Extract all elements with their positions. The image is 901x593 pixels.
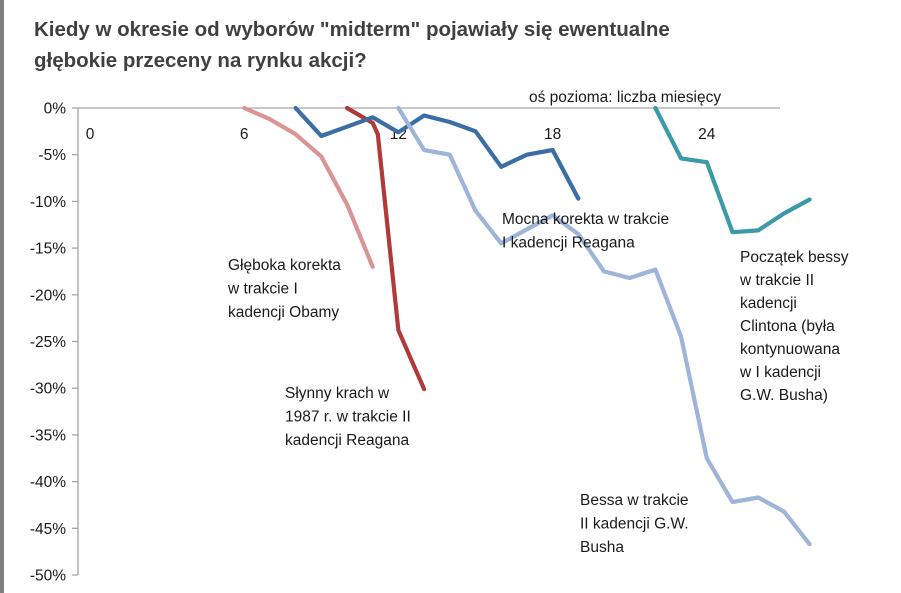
- annotation-obama: Głęboka korekta w trakcie I kadencji Obamy: [227, 257, 341, 321]
- y-tick-label: -5%: [38, 147, 66, 164]
- y-tick-label: -20%: [30, 287, 66, 304]
- annotation-line: 1987 r. w trakcie II: [285, 409, 411, 426]
- annotation-line: II kadencji G.W.: [580, 516, 689, 533]
- x-tick-label: 18: [544, 126, 561, 143]
- x-tick-label: 0: [86, 126, 95, 143]
- annotation-line: G.W. Busha): [740, 387, 828, 404]
- annotation-line: I kadencji Reagana: [502, 235, 635, 252]
- annotation-bush: Bessa w trakcie II kadencji G.W. Busha: [580, 492, 689, 556]
- annotation-line: Głęboka korekta: [228, 257, 341, 274]
- annotation-line: Mocna korekta w trakcie: [502, 211, 669, 228]
- annotation-line: Początek bessy: [740, 249, 849, 266]
- annotation-line: Słynny krach w: [285, 385, 390, 402]
- annotation-line: Bessa w trakcie: [580, 492, 689, 509]
- chart-title-line-1: Kiedy w okresie od wyborów "midterm" poj…: [34, 18, 670, 41]
- series-line-reagan_crash: [344, 105, 427, 392]
- series-lines: [242, 105, 812, 547]
- annotation-line: kadencji: [740, 295, 797, 312]
- axes: 0% -5% -10% -15% -20% -25% -30% -35% -40% -45% -50…: [30, 89, 780, 585]
- y-tick-label: -45%: [30, 521, 66, 538]
- y-tick-label: -40%: [30, 474, 66, 491]
- series-line-bush: [396, 105, 812, 547]
- annotation-reagan_crash: Słynny krach w 1987 r. w trakcie II kadenc…: [285, 385, 411, 449]
- annotation-line: w trakcie I: [227, 281, 298, 298]
- series-line-reagan_correction: [293, 105, 581, 201]
- series-line-clinton: [653, 105, 812, 235]
- annotation-reagan_correction: Mocna korekta w trakcie I kadencji Reagan…: [502, 211, 669, 252]
- annotation-line: kontynuowana: [740, 341, 840, 358]
- series-line-obama: [242, 105, 375, 269]
- annotation-line: kadencji Obamy: [228, 304, 339, 321]
- annotation-line: w I kadencji: [739, 364, 821, 381]
- y-tick-label: 0%: [44, 101, 67, 118]
- annotation-line: kadencji Reagana: [285, 432, 409, 449]
- y-tick-label: -25%: [30, 334, 66, 351]
- annotation-line: w trakcie II: [739, 272, 814, 289]
- chart-title-line-2: głębokie przeceny na rynku akcji?: [34, 49, 367, 72]
- x-tick-label: 24: [698, 126, 716, 143]
- annotation-line: Clintona (była: [740, 318, 835, 335]
- y-tick-label: -50%: [30, 568, 66, 585]
- x-axis-title: oś pozioma: liczba miesięcy: [529, 89, 721, 106]
- y-tick-label: -30%: [30, 381, 66, 398]
- annotation-clinton: Początek bessy w trakcie II kadencji Clinto…: [739, 249, 849, 404]
- annotation-line: Busha: [580, 539, 624, 556]
- x-tick-label: 6: [240, 126, 249, 143]
- y-tick-label: -35%: [30, 427, 66, 444]
- chart-title: Kiedy w okresie od wyborów "midterm" poj…: [34, 14, 854, 76]
- annotations: Głęboka korekta w trakcie I kadencji Obamy…: [227, 211, 849, 556]
- y-tick-label: -10%: [30, 194, 66, 211]
- y-tick-label: -15%: [30, 241, 66, 258]
